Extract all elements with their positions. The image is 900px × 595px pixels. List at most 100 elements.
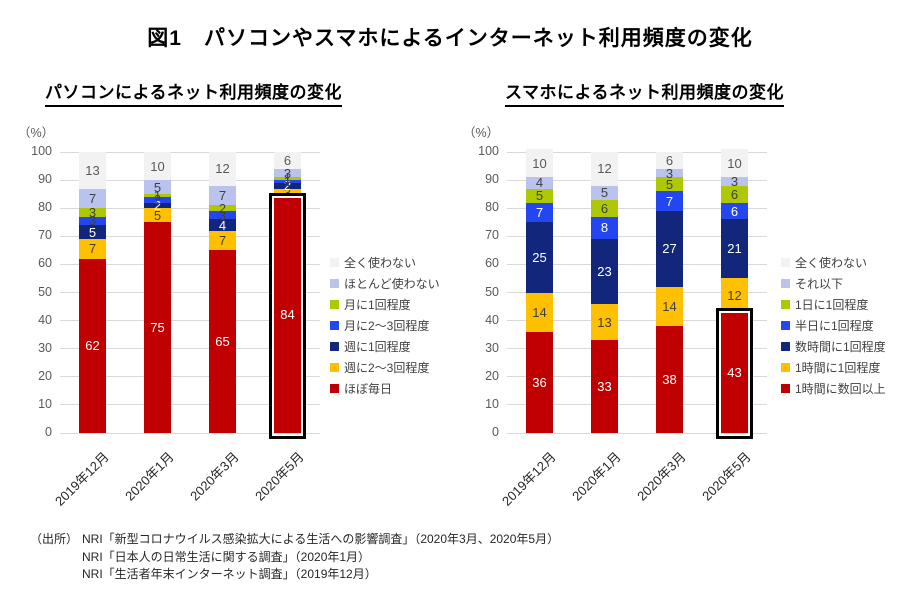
bar-segment [526,188,553,203]
bar-segment [656,326,683,433]
legend-label: 週に2〜3回程度 [344,360,430,375]
y-axis-tick-label: 10 [38,396,52,411]
bar-segment [209,211,236,220]
legend-label: 数時間に1回程度 [795,339,886,354]
gridline [507,376,767,378]
legend-item: 全く使わない [781,254,886,270]
bar-segment-label: 7 [218,188,227,204]
gridline [507,432,767,434]
bar-segment [79,225,106,240]
bar-segment [144,202,171,209]
legend-item: それ以下 [781,275,886,291]
bar-segment-label: 75 [150,320,165,336]
y-axis-tick-label: 40 [485,312,499,327]
highlight-box [269,192,306,439]
gridline [60,263,320,265]
legend-swatch [781,299,790,309]
figure-title: 図1 パソコンやスマホによるインターネット利用頻度の変化 [147,27,753,50]
bar-segment-label: 3 [218,207,227,223]
bar-segment [526,177,553,189]
bar-segment-label: 2 [153,192,162,208]
smartphone-plot-area: 0 10 20 30 40 50 60 70 80 90 100 36 14 25 7 5 4 10 2019年12… [478,144,767,509]
bar-segment-label: 5 [153,179,162,195]
bar-segment [79,208,106,217]
bar-segment [591,199,618,217]
bar-segment-label: 12 [727,287,742,303]
bar-segment [526,292,553,332]
bar-segment-label: 65 [215,334,230,350]
bar-segment-label: 21 [727,241,742,257]
pc-chart-legend: 全く使わない ほとんど使わない 月に1回程度 月に2〜3回程度 週に1回程度 週に2〜3回… [330,254,440,401]
gridline [507,235,767,237]
gridline [60,207,320,209]
bar-segment [591,303,618,341]
bar-segment [79,239,106,259]
y-axis-tick-label: 90 [38,172,52,187]
legend-swatch [330,362,339,372]
y-axis-tick-label: 20 [38,368,52,383]
bar-segment [274,180,301,183]
bar-segment-label: 43 [727,365,742,381]
smartphone-chart-subtitle: スマホによるネット利用頻度の変化 [505,78,784,107]
bar-segment-label: 1 [153,188,162,204]
legend-swatch [781,362,790,372]
pc-plot-area: 0 10 20 30 40 50 60 70 80 90 100 62 7 5 3 3 7 13 2019年12月 7… [31,144,320,509]
bar-segment [79,152,106,189]
bar-segment-label: 4 [535,175,544,191]
bar-segment-label: 12 [215,161,230,177]
bar-segment-label: 6 [600,200,609,216]
bar-segment [526,149,553,178]
pc-chart-subtitle: パソコンによるネット利用頻度の変化 [45,78,342,107]
bar-segment [144,180,171,195]
bar-segment [721,219,748,279]
bar-segment-label: 3 [88,204,97,220]
bar-segment [209,250,236,433]
legend-label: 月に2〜3回程度 [344,318,430,333]
gridline [60,235,320,237]
bar-segment [591,340,618,433]
legend-swatch [330,299,339,309]
legend-label: 1時間に1回程度 [795,360,881,375]
gridline [507,320,767,322]
y-axis-tick-label: 60 [485,256,499,271]
y-axis-tick-label: 80 [485,200,499,215]
bar-segment-label: 14 [532,304,547,320]
bar-segment-label: 4 [218,217,227,233]
bar-segment-label: 5 [153,207,162,223]
legend-label: それ以下 [795,276,844,291]
bar-segment [656,286,683,327]
legend-label: 1日に1回程度 [795,297,869,312]
bar-segment-label: 8 [600,220,609,236]
source-line: NRI「日本人の日常生活に関する調査」（2020年1月） [82,549,371,564]
bar-segment-label: 38 [662,372,677,388]
y-axis-tick-label: 80 [38,200,52,215]
y-axis-tick-label: 100 [31,144,52,158]
legend-item: 1時間に数回以上 [781,380,886,396]
source-note: （出所） NRI「新型コロナウイルス感染拡大による生活への影響調査」（2020年… [30,531,559,584]
legend-item: 1日に1回程度 [781,296,886,312]
bar-segment-label: 12 [597,161,612,177]
bar-segment-label: 3 [665,165,674,181]
bar-segment-label: 7 [218,233,227,248]
y-axis-tick-label: 70 [38,228,52,243]
gridline [60,432,320,434]
highlight-box [716,308,753,439]
y-axis-tick-label: 30 [38,340,52,355]
bar-segment-label: 10 [532,155,547,171]
y-axis-tick-label: 50 [485,284,499,299]
y-axis-tick-label: 70 [485,228,499,243]
y-axis-tick-label: 60 [38,256,52,271]
bar-segment [274,196,301,433]
smartphone-chart-legend: 全く使わない それ以下 1日に1回程度 半日に1回程度 数時間に1回程度 1時間に1回程度… [781,254,886,401]
bar-segment [144,222,171,433]
y-axis-tick-label: 30 [485,340,499,355]
bar-segment [721,202,748,220]
legend-item: 週に1回程度 [330,338,440,354]
bar-segment-label: 6 [730,186,739,202]
legend-item: 月に1回程度 [330,296,440,312]
bar-segment [656,168,683,178]
bar-segment [526,331,553,433]
gridline [507,151,767,153]
legend-swatch [781,383,790,393]
source-line: NRI「新型コロナウイルス感染拡大による生活への影響調査」（2020年3月、20… [82,532,560,546]
